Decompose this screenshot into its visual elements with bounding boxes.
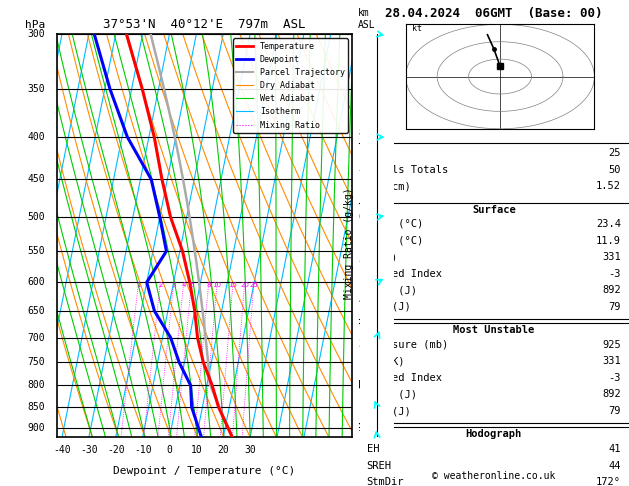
Text: 600: 600	[27, 278, 45, 287]
Text: 3: 3	[358, 339, 364, 348]
Text: hPa: hPa	[25, 20, 45, 30]
Text: 7: 7	[358, 170, 364, 180]
Text: 10: 10	[191, 446, 203, 455]
Text: 79: 79	[608, 406, 621, 416]
Text: LCL: LCL	[358, 381, 376, 390]
Text: 400: 400	[27, 132, 45, 142]
Text: Pressure (mb): Pressure (mb)	[367, 340, 448, 350]
Text: 11.9: 11.9	[596, 236, 621, 246]
Text: Surface: Surface	[472, 205, 516, 215]
Text: 2: 2	[158, 282, 162, 288]
Text: CAPE (J): CAPE (J)	[367, 285, 416, 295]
Text: 350: 350	[27, 84, 45, 94]
Text: 79: 79	[608, 302, 621, 312]
Text: Dewp (°C): Dewp (°C)	[367, 236, 423, 246]
Text: © weatheronline.co.uk: © weatheronline.co.uk	[432, 471, 555, 481]
Text: 20: 20	[218, 446, 229, 455]
Text: Dewpoint / Temperature (°C): Dewpoint / Temperature (°C)	[113, 466, 296, 476]
Text: CAPE (J): CAPE (J)	[367, 389, 416, 399]
Text: 300: 300	[27, 29, 45, 39]
Text: -40: -40	[53, 446, 71, 455]
Text: CIN (J): CIN (J)	[367, 302, 410, 312]
Text: 892: 892	[602, 389, 621, 399]
Text: 25: 25	[250, 282, 259, 288]
Text: 850: 850	[27, 402, 45, 412]
Text: 5: 5	[358, 254, 364, 264]
Text: -3: -3	[608, 373, 621, 383]
Text: 892: 892	[602, 285, 621, 295]
Title: 37°53'N  40°12'E  797m  ASL: 37°53'N 40°12'E 797m ASL	[103, 18, 306, 32]
Text: -3: -3	[608, 269, 621, 279]
Text: StmDir: StmDir	[367, 477, 404, 486]
Text: SREH: SREH	[367, 461, 392, 470]
Text: 10: 10	[213, 282, 221, 288]
Text: km
ASL: km ASL	[358, 8, 376, 30]
Text: 900: 900	[27, 423, 45, 433]
Text: Temp (°C): Temp (°C)	[367, 219, 423, 229]
Text: 3: 3	[172, 282, 176, 288]
Text: 450: 450	[27, 174, 45, 184]
Legend: Temperature, Dewpoint, Parcel Trajectory, Dry Adiabat, Wet Adiabat, Isotherm, Mi: Temperature, Dewpoint, Parcel Trajectory…	[233, 38, 348, 133]
Text: 700: 700	[27, 332, 45, 343]
Text: 50: 50	[608, 165, 621, 175]
Text: 5: 5	[189, 282, 194, 288]
Text: -10: -10	[134, 446, 152, 455]
Text: CIN (J): CIN (J)	[367, 406, 410, 416]
Text: 20: 20	[240, 282, 249, 288]
Text: PW (cm): PW (cm)	[367, 181, 410, 191]
Text: kt: kt	[412, 24, 422, 33]
Text: K: K	[367, 148, 373, 158]
Text: 1: 1	[136, 282, 141, 288]
Text: 15: 15	[228, 282, 238, 288]
Text: 650: 650	[27, 306, 45, 316]
Text: EH: EH	[367, 444, 379, 454]
Text: 1: 1	[358, 423, 364, 433]
Text: 23.4: 23.4	[596, 219, 621, 229]
Text: 550: 550	[27, 246, 45, 256]
Text: 750: 750	[27, 357, 45, 367]
Text: -20: -20	[107, 446, 125, 455]
Text: Hodograph: Hodograph	[465, 430, 522, 439]
Text: 4: 4	[181, 282, 186, 288]
Text: 0: 0	[167, 446, 172, 455]
Text: Mixing Ratio (g/kg): Mixing Ratio (g/kg)	[344, 187, 354, 299]
Text: 1.52: 1.52	[596, 181, 621, 191]
Text: 25: 25	[608, 148, 621, 158]
Text: 331: 331	[602, 356, 621, 366]
Text: 8: 8	[358, 128, 364, 138]
Text: 2: 2	[358, 381, 364, 391]
Text: 925: 925	[602, 340, 621, 350]
Text: 8: 8	[206, 282, 211, 288]
Text: 331: 331	[602, 252, 621, 262]
Text: -30: -30	[80, 446, 97, 455]
Text: Lifted Index: Lifted Index	[367, 269, 442, 279]
Text: Most Unstable: Most Unstable	[453, 325, 535, 335]
Text: 800: 800	[27, 381, 45, 390]
Text: θᴄ(K): θᴄ(K)	[367, 252, 398, 262]
Text: 44: 44	[608, 461, 621, 470]
Text: 4: 4	[358, 296, 364, 307]
Text: 28.04.2024  06GMT  (Base: 00): 28.04.2024 06GMT (Base: 00)	[385, 7, 603, 20]
Text: 41: 41	[608, 444, 621, 454]
Text: Totals Totals: Totals Totals	[367, 165, 448, 175]
Text: θᴄ (K): θᴄ (K)	[367, 356, 404, 366]
Text: Lifted Index: Lifted Index	[367, 373, 442, 383]
Text: 172°: 172°	[596, 477, 621, 486]
Text: 500: 500	[27, 212, 45, 222]
Text: 30: 30	[244, 446, 256, 455]
Text: 6: 6	[358, 212, 364, 222]
